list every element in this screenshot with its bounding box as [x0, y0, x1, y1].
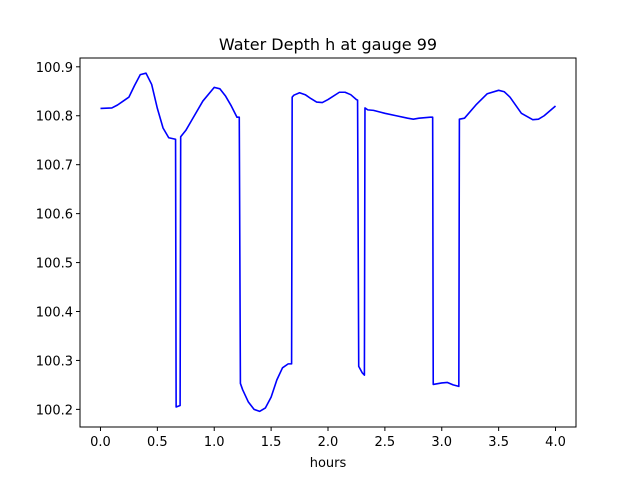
x-tick-label: 0.0 [90, 435, 111, 450]
y-tick-label: 100.9 [36, 61, 73, 76]
x-axis: 0.0 0.5 1.0 1.5 2.0 2.5 3.0 3.5 4.0 [90, 427, 566, 450]
y-tick-label: 100.7 [36, 159, 73, 174]
y-tick-label: 100.3 [36, 354, 73, 369]
x-tick-label: 0.5 [147, 435, 168, 450]
chart-title: Water Depth h at gauge 99 [219, 35, 437, 54]
y-tick-label: 100.5 [36, 257, 73, 272]
x-tick-label: 3.0 [431, 435, 452, 450]
plot-area [100, 72, 557, 413]
series-line [100, 72, 557, 413]
y-tick-label: 100.8 [36, 110, 73, 125]
x-tick-label: 4.0 [545, 435, 566, 450]
plot-frame [79, 57, 577, 428]
x-axis-label: hours [310, 456, 347, 471]
y-axis: 100.2 100.3 100.4 100.5 100.6 100.7 100.8 100.9 [36, 61, 80, 418]
x-tick-label: 1.5 [261, 435, 282, 450]
y-tick-label: 100.2 [36, 403, 73, 418]
x-tick-label: 2.0 [318, 435, 339, 450]
x-tick-label: 3.5 [488, 435, 509, 450]
x-tick-label: 2.5 [375, 435, 396, 450]
y-tick-label: 100.4 [36, 306, 73, 321]
x-tick-label: 1.0 [204, 435, 225, 450]
y-tick-label: 100.6 [36, 208, 73, 223]
